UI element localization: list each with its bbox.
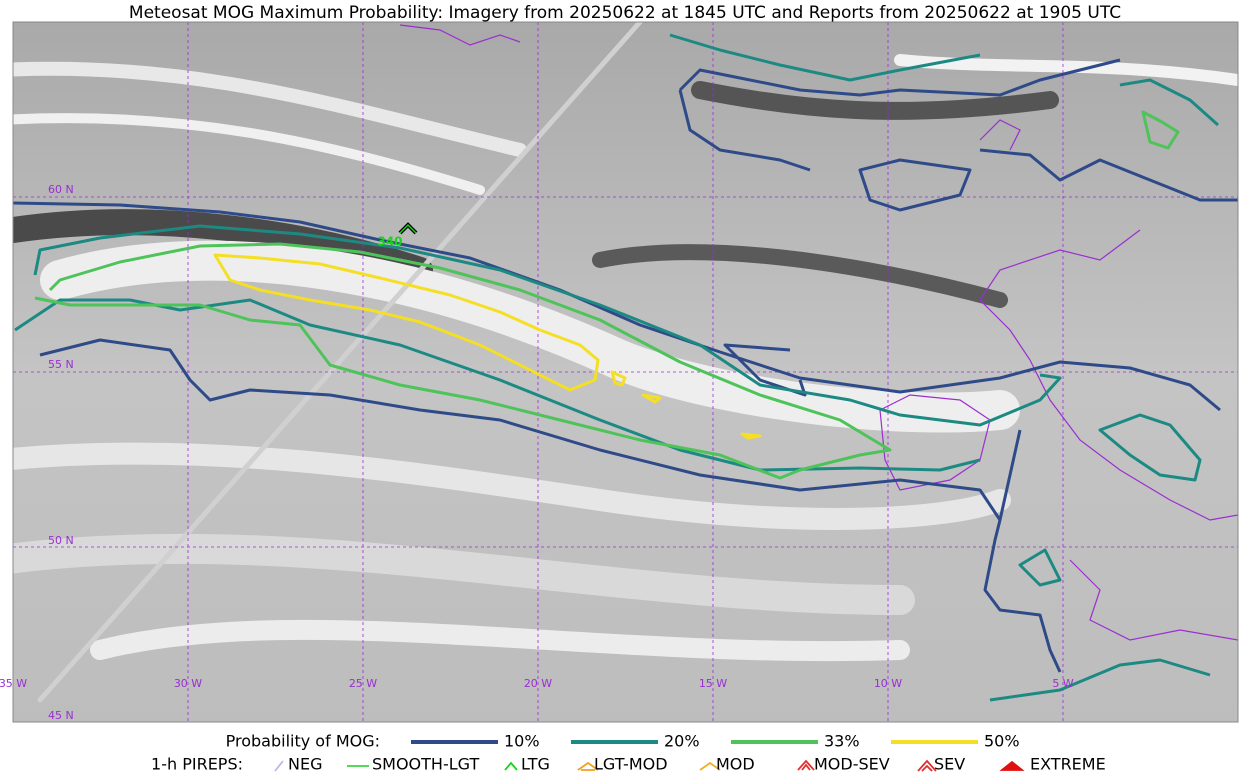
report-label: 340 <box>377 235 402 249</box>
latitude-label: 60 N <box>48 183 74 196</box>
legend-label: SEV <box>934 755 965 774</box>
longitude-label: 30 W <box>174 677 202 690</box>
legend-symbol <box>274 760 284 772</box>
legend-label: SMOOTH-LGT <box>372 755 479 774</box>
longitude-label: 10 W <box>874 677 902 690</box>
legend-symbol <box>699 761 721 771</box>
latitude-label: 55 N <box>48 358 74 371</box>
legend-label: 33% <box>824 732 860 751</box>
legend-symbol <box>917 759 937 772</box>
legend-label: EXTREME <box>1030 755 1106 774</box>
pirep-report: 340 <box>377 222 418 249</box>
legend-label: LTG <box>521 755 550 774</box>
longitude-label: 5 W <box>1052 677 1073 690</box>
legend-label: MOD <box>716 755 755 774</box>
legend-title: Probability of MOG: <box>226 732 380 751</box>
legend-symbol <box>797 759 815 771</box>
longitude-label: 15 W <box>699 677 727 690</box>
map-frame <box>12 21 1239 723</box>
latitude-label: 50 N <box>48 534 74 547</box>
probability-contours <box>13 33 1238 702</box>
longitude-labels: 35 W 30 W 25 W 20 W 15 W 10 W 5 W <box>0 677 1074 690</box>
legend-label: MOD-SEV <box>814 755 890 774</box>
legend-label: LGT-MOD <box>594 755 668 774</box>
longitude-label: 25 W <box>349 677 377 690</box>
legend-symbol <box>577 761 599 771</box>
legend-symbol <box>504 761 518 771</box>
legend-title: 1-h PIREPS: <box>151 755 243 774</box>
legend-label: NEG <box>288 755 322 774</box>
map: 340 60 N 55 N 50 N 45 N 35 W 30 W 25 W 20 W 15 … <box>0 21 1239 723</box>
legend-label: 10% <box>504 732 540 751</box>
longitude-label: 35 W <box>0 677 27 690</box>
longitude-label: 20 W <box>524 677 552 690</box>
graticule <box>13 22 1238 722</box>
title: Meteosat MOG Maximum Probability: Imager… <box>129 3 1121 23</box>
legend-label: 50% <box>984 732 1020 751</box>
legend-label: 20% <box>664 732 700 751</box>
latitude-labels: 60 N 55 N 50 N 45 N <box>48 183 74 722</box>
legend-symbol <box>999 760 1025 771</box>
latitude-label: 45 N <box>48 709 74 722</box>
pirep-legend: 1-h PIREPS: NEG SMOOTH-LGT LTG LGT-MOD MOD MO… <box>151 755 1106 774</box>
probability-legend: Probability of MOG: 10% 20% 33% 50% <box>226 732 1020 751</box>
